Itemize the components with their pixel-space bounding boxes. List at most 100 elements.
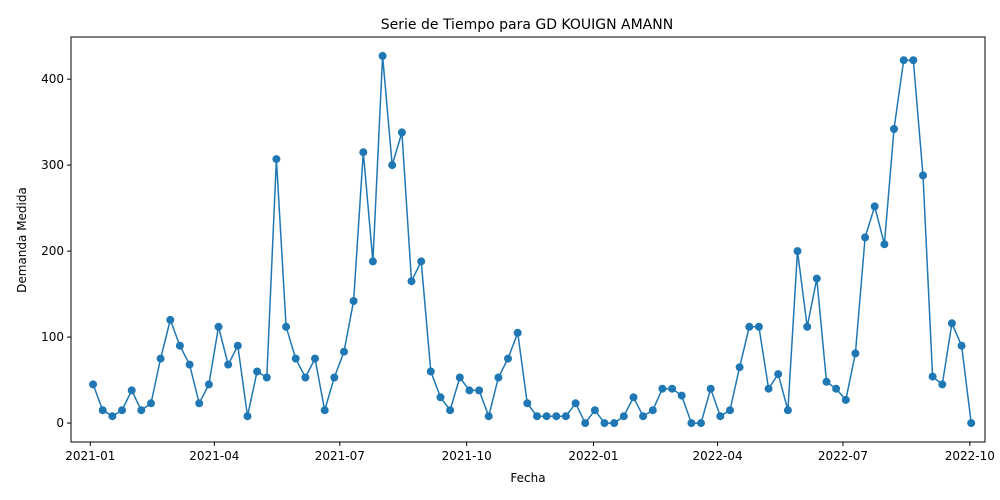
- data-point: [426, 367, 435, 376]
- y-axis: 0 100 200 300 400: [41, 72, 71, 430]
- data-point: [754, 322, 763, 331]
- axes-frame: [70, 36, 986, 443]
- data-point: [436, 393, 445, 402]
- data-point: [465, 386, 474, 395]
- data-point: [851, 349, 860, 358]
- data-point: [552, 412, 561, 421]
- data-point: [716, 412, 725, 421]
- data-point: [494, 373, 503, 382]
- data-point: [311, 354, 319, 363]
- data-point: [388, 161, 397, 170]
- data-point: [262, 373, 271, 382]
- data-point: [600, 419, 609, 428]
- data-point: [118, 406, 126, 415]
- x-axis-label: Fecha: [510, 471, 545, 485]
- data-point: [880, 240, 889, 249]
- data-point: [947, 319, 956, 328]
- data-point: [648, 406, 657, 415]
- data-point: [803, 322, 812, 331]
- data-point: [832, 384, 841, 393]
- data-point: [793, 247, 802, 256]
- data-point: [455, 373, 464, 382]
- data-point: [214, 322, 223, 331]
- data-point: [340, 347, 348, 356]
- data-point: [330, 373, 339, 382]
- data-point: [919, 171, 927, 180]
- x-tick-label: 2022-01: [568, 449, 618, 463]
- data-point: [446, 406, 455, 415]
- data-point: [368, 257, 377, 266]
- data-point: [185, 360, 194, 369]
- data-point: [127, 386, 136, 395]
- data-point: [282, 322, 291, 331]
- x-tick-label: 2022-10: [945, 449, 995, 463]
- data-point: [204, 380, 213, 389]
- y-tick-label: 300: [41, 158, 64, 172]
- data-point: [571, 399, 580, 408]
- data-point: [243, 412, 252, 421]
- data-point: [417, 257, 426, 266]
- x-tick-label: 2021-04: [189, 449, 239, 463]
- data-point: [610, 419, 619, 428]
- y-axis-label: Demanda Medida: [15, 187, 29, 293]
- data-point: [175, 341, 184, 350]
- data-point: [764, 384, 773, 393]
- data-point: [928, 372, 937, 381]
- data-point: [359, 148, 368, 157]
- data-point: [233, 341, 242, 350]
- data-point: [533, 412, 541, 421]
- data-point: [224, 360, 233, 369]
- data-point: [658, 384, 667, 393]
- data-point: [98, 406, 107, 415]
- data-point: [561, 412, 570, 421]
- data-point: [590, 406, 599, 415]
- data-point: [349, 297, 358, 305]
- data-point: [967, 419, 976, 428]
- data-point: [407, 277, 416, 286]
- data-point: [108, 412, 117, 421]
- data-point: [320, 406, 329, 415]
- data-point: [870, 202, 879, 211]
- plot-area: [89, 51, 976, 428]
- x-axis: 2021-01 2021-04 2021-07 2021-10 2022-01 2022-…: [65, 442, 995, 463]
- data-point: [938, 380, 947, 389]
- data-point: [397, 128, 406, 137]
- data-point: [745, 322, 754, 331]
- data-point: [581, 419, 590, 428]
- data-point: [378, 51, 387, 60]
- data-point: [668, 384, 677, 393]
- y-tick-label: 400: [41, 72, 64, 86]
- x-tick-label: 2021-07: [315, 449, 365, 463]
- data-point: [475, 386, 484, 395]
- y-tick-label: 100: [41, 330, 64, 344]
- data-point: [822, 377, 831, 386]
- data-point: [504, 354, 512, 363]
- data-point: [735, 363, 744, 372]
- data-point: [687, 419, 696, 428]
- data-point: [841, 395, 850, 404]
- data-point: [542, 412, 551, 421]
- data-point: [619, 412, 628, 421]
- data-point: [147, 399, 155, 408]
- data-point: [137, 406, 146, 415]
- data-point: [89, 380, 98, 389]
- data-point: [909, 56, 918, 65]
- data-point: [629, 393, 638, 402]
- data-point: [774, 370, 783, 379]
- data-point: [523, 399, 532, 408]
- y-tick-label: 0: [56, 416, 64, 430]
- data-point: [291, 354, 300, 363]
- x-tick-label: 2021-01: [65, 449, 115, 463]
- data-point: [677, 391, 686, 400]
- x-tick-label: 2021-10: [442, 449, 492, 463]
- data-point: [253, 367, 262, 376]
- series-line: [92, 55, 972, 425]
- y-tick-label: 200: [41, 244, 64, 258]
- data-point: [639, 412, 648, 421]
- data-point: [899, 56, 908, 65]
- chart-title: Serie de Tiempo para GD KOUIGN AMANN: [381, 17, 673, 33]
- data-point: [156, 354, 165, 363]
- data-point: [957, 341, 966, 350]
